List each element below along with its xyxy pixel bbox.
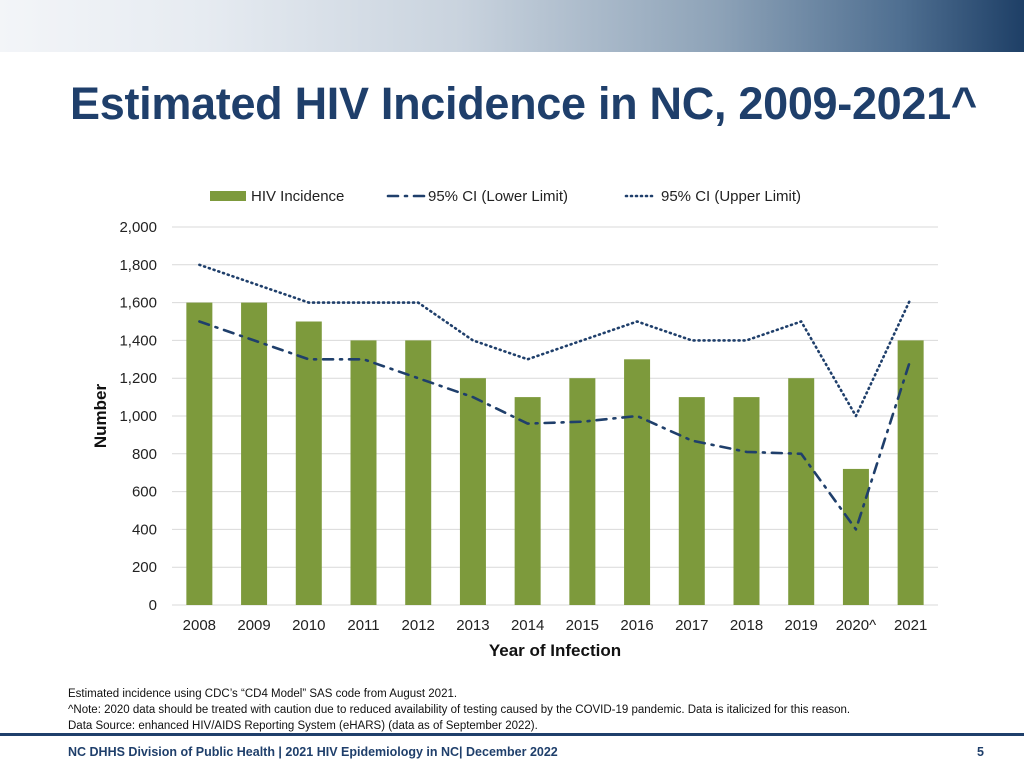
x-tick-label: 2008 — [183, 617, 216, 634]
bar-2009 — [241, 302, 268, 605]
header-gradient-band — [0, 0, 1024, 52]
bar-2013 — [459, 378, 486, 605]
y-tick-label: 600 — [132, 484, 157, 501]
bar-2011 — [350, 340, 377, 605]
bar-2017 — [678, 397, 705, 605]
legend-label-ci-lower: 95% CI (Lower Limit) — [428, 188, 568, 205]
y-axis-title: Number — [91, 384, 110, 449]
footnotes: Estimated incidence using CDC’s “CD4 Mod… — [68, 686, 850, 734]
footer-divider — [0, 733, 1024, 736]
y-tick-label: 2,000 — [119, 219, 157, 236]
bar-2010 — [295, 321, 322, 605]
x-tick-label: 2009 — [237, 617, 270, 634]
y-tick-label: 1,200 — [119, 370, 157, 387]
x-tick-label: 2014 — [511, 617, 544, 634]
y-tick-label: 1,800 — [119, 257, 157, 274]
x-tick-label: 2017 — [675, 617, 708, 634]
y-tick-label: 400 — [132, 521, 157, 538]
x-tick-label: 2011 — [347, 617, 379, 634]
y-tick-label: 1,000 — [119, 408, 157, 425]
bar-2018 — [733, 397, 760, 605]
footer-text: NC DHHS Division of Public Health | 2021… — [68, 745, 558, 759]
bar-2012 — [405, 340, 432, 605]
x-tick-label: 2012 — [402, 617, 435, 634]
ci-upper-line — [198, 263, 912, 418]
y-tick-label: 1,400 — [119, 332, 157, 349]
bar-2014 — [514, 397, 541, 605]
x-axis-title: Year of Infection — [489, 641, 621, 660]
ci-lower-line — [198, 320, 912, 531]
y-tick-label: 1,600 — [119, 295, 157, 312]
bar-2015 — [569, 378, 596, 605]
page-title: Estimated HIV Incidence in NC, 2009-2021… — [70, 78, 977, 129]
x-tick-label: 2016 — [620, 617, 653, 634]
x-tick-label: 2021 — [894, 617, 927, 634]
bar-2019 — [788, 378, 815, 605]
footnote-method: Estimated incidence using CDC’s “CD4 Mod… — [68, 688, 458, 700]
x-tick-label: 2010 — [292, 617, 325, 634]
bar-2021 — [897, 340, 924, 605]
bar-2016 — [624, 359, 651, 605]
footnote-covid-caution: ^Note: 2020 data should be treated with … — [68, 704, 851, 716]
bar-2008 — [186, 302, 213, 605]
x-tick-label: 2019 — [785, 617, 818, 634]
x-tick-label: 2015 — [566, 617, 599, 634]
x-tick-label: 2018 — [730, 617, 763, 634]
hiv-incidence-chart: 0 200 400 600 800 1,000 1,200 1,400 1,600 1,800 2,… — [91, 188, 938, 660]
y-tick-label: 200 — [132, 559, 157, 576]
x-tick-label: 2020^ — [836, 617, 876, 634]
x-tick-label: 2013 — [456, 617, 489, 634]
legend-swatch-bar — [210, 191, 246, 201]
page-number: 5 — [977, 745, 984, 759]
bar-2020^ — [842, 468, 869, 605]
legend-label-incidence: HIV Incidence — [251, 188, 344, 205]
legend-label-ci-upper: 95% CI (Upper Limit) — [661, 188, 801, 205]
y-tick-label: 0 — [149, 597, 157, 614]
y-tick-label: 800 — [132, 446, 157, 463]
footnote-data-source: Data Source: enhanced HIV/AIDS Reporting… — [68, 720, 538, 732]
